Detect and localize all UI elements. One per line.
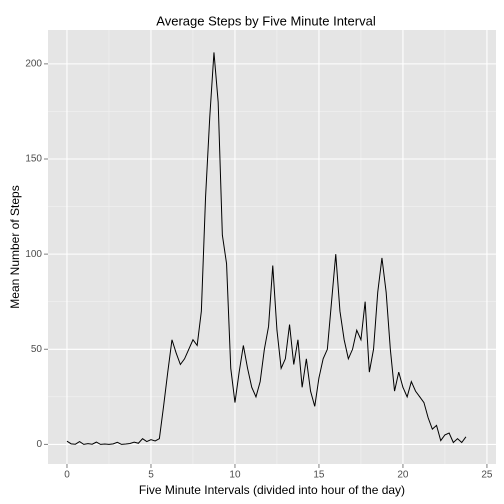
y-axis-label: Mean Number of Steps: [8, 185, 22, 308]
x-axis-label: Five Minute Intervals (divided into hour…: [139, 483, 405, 497]
x-tick-label: 20: [397, 470, 409, 481]
x-tick-label: 15: [313, 470, 325, 481]
x-tick-label: 25: [481, 470, 493, 481]
chart-title: Average Steps by Five Minute Interval: [156, 13, 376, 28]
x-tick-label: 0: [64, 470, 70, 481]
y-tick-label: 0: [36, 439, 42, 450]
x-tick-label: 10: [229, 470, 241, 481]
y-tick-label: 50: [31, 344, 43, 355]
x-tick-label: 5: [148, 470, 154, 481]
y-tick-label: 100: [25, 249, 42, 260]
plot-panel: [48, 30, 496, 464]
y-tick-label: 200: [25, 59, 42, 70]
data-line: [66, 52, 467, 445]
y-tick-label: 150: [25, 154, 42, 165]
